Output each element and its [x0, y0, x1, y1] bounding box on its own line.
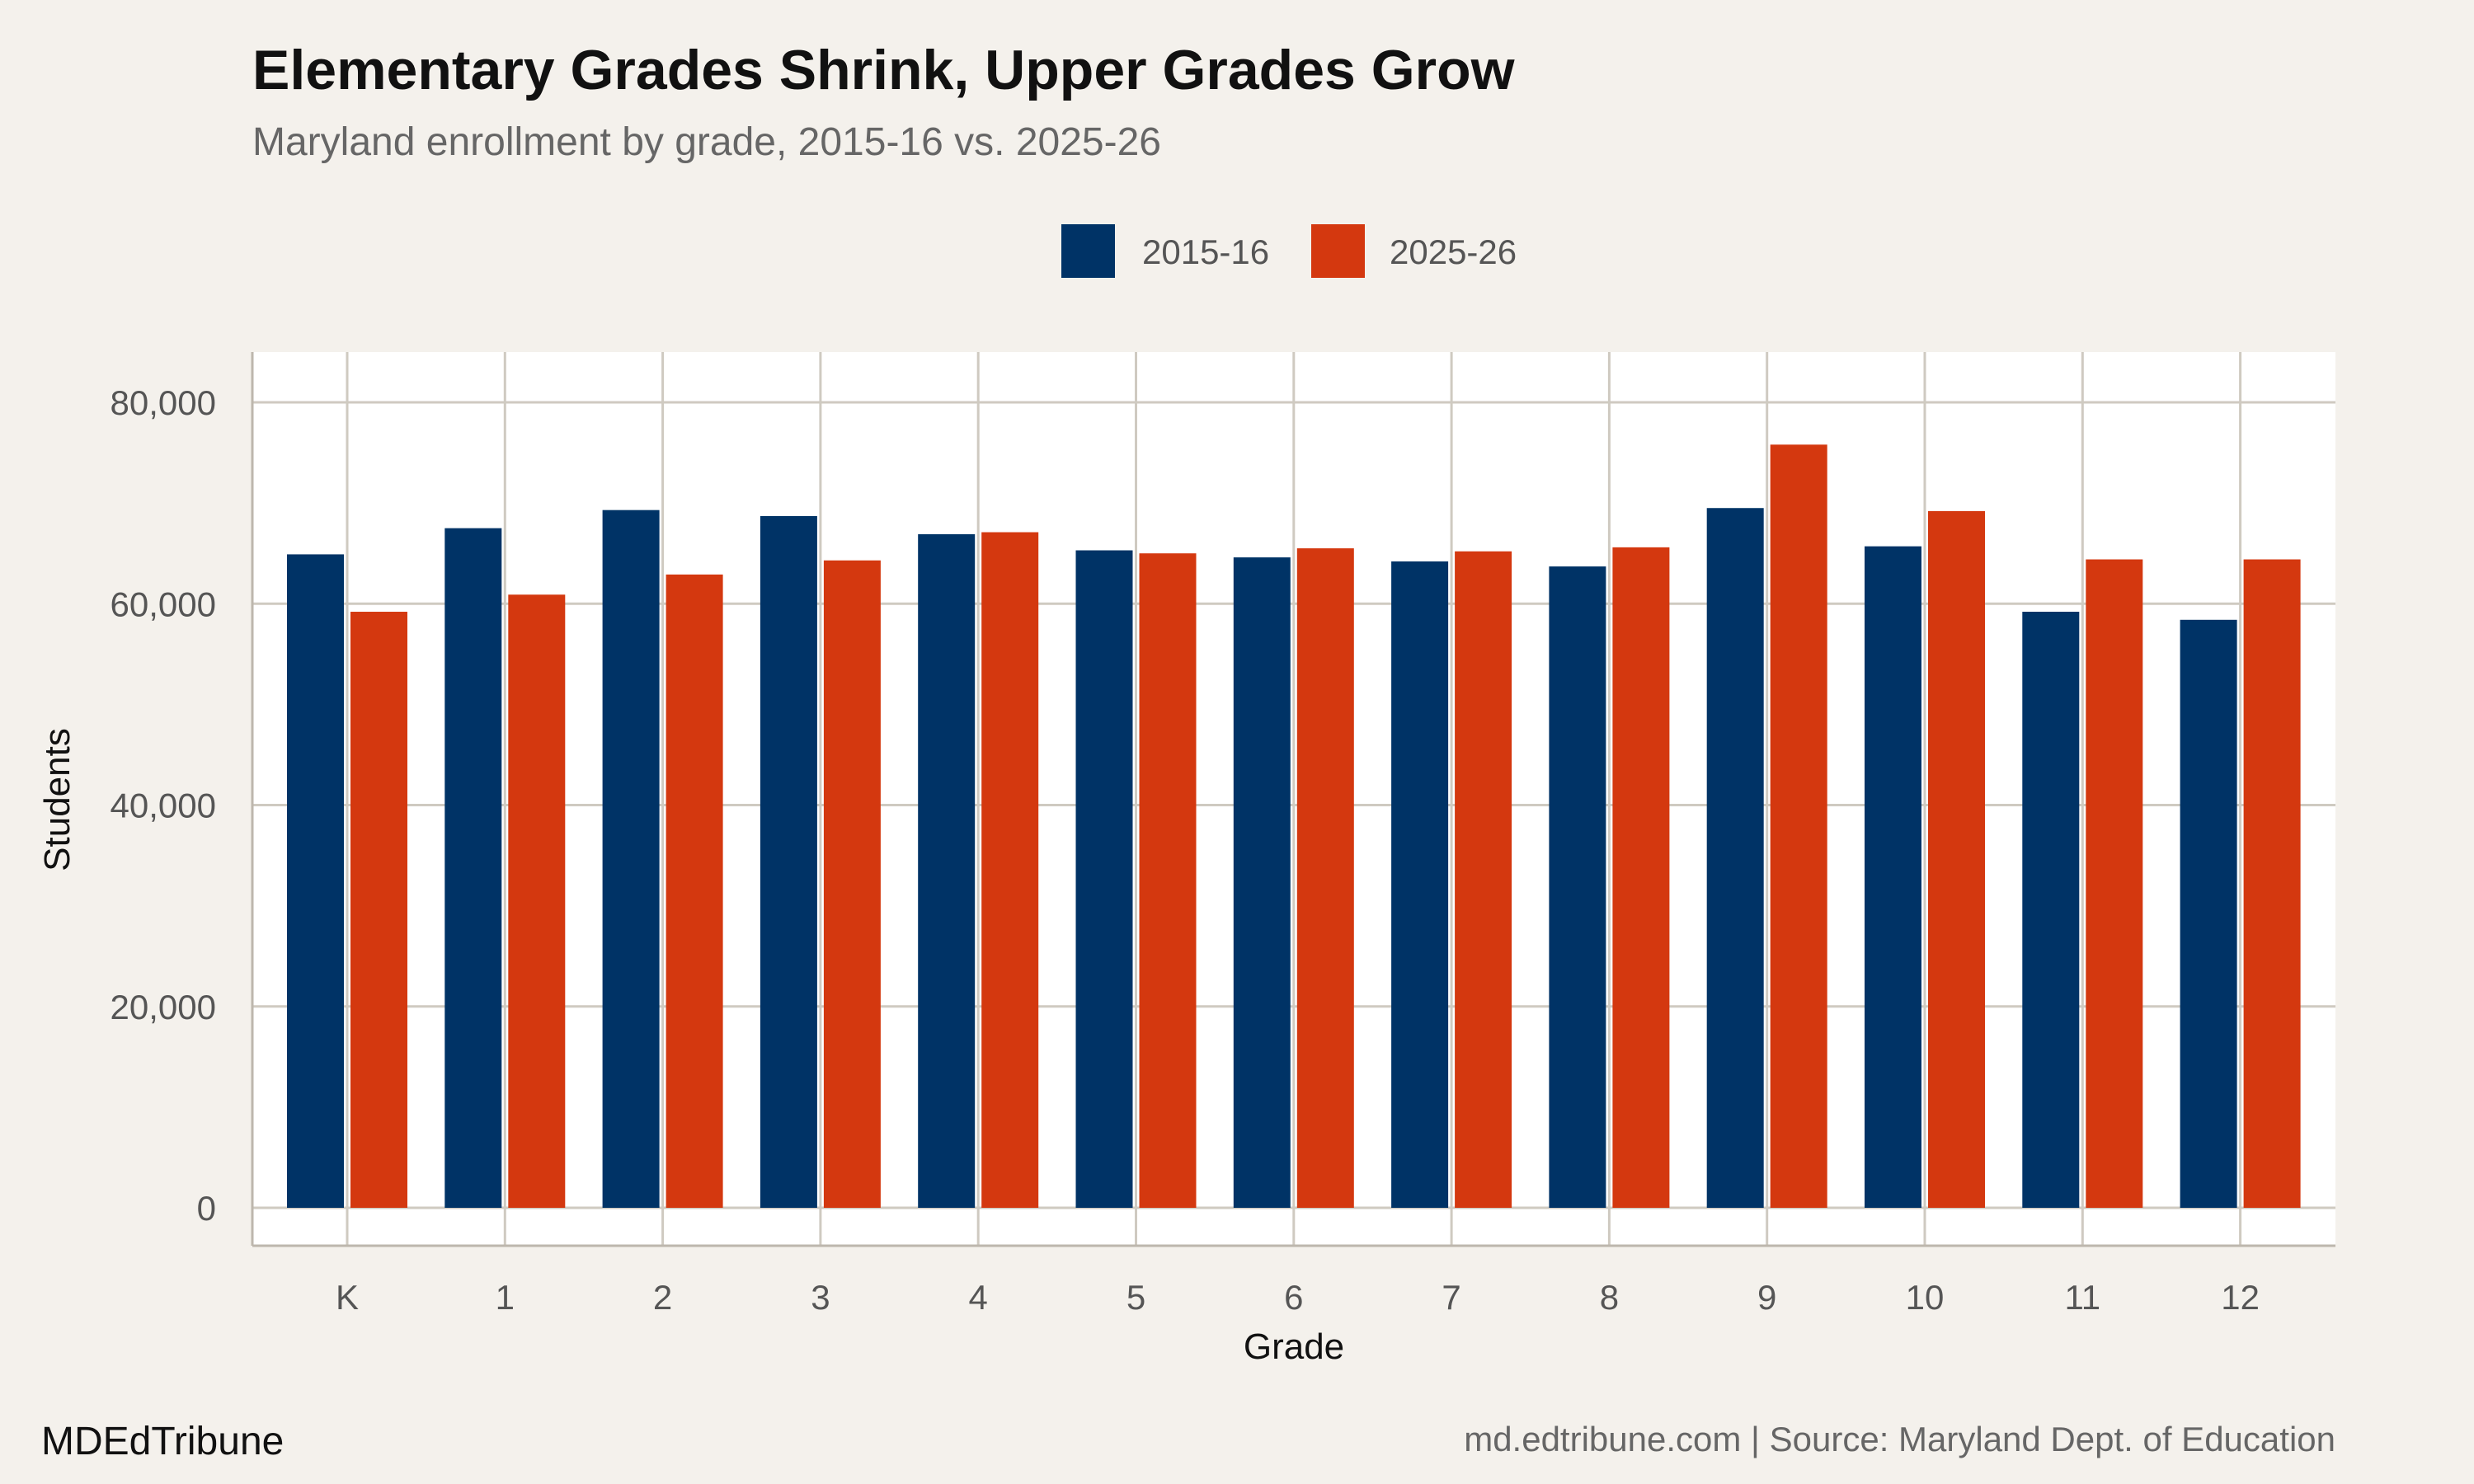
- footer-source: md.edtribune.com | Source: Maryland Dept…: [1464, 1420, 2335, 1458]
- bar-2015-16-grade-9: [1706, 508, 1764, 1208]
- x-tick-label: K: [336, 1278, 359, 1317]
- x-tick-label: 8: [1600, 1278, 1619, 1317]
- bar-2025-26-grade-1: [508, 594, 566, 1208]
- y-tick-label: 80,000: [111, 383, 216, 422]
- x-tick-label: 5: [1126, 1278, 1145, 1317]
- x-tick-label: 10: [1906, 1278, 1945, 1317]
- bar-2015-16-grade-8: [1549, 566, 1606, 1208]
- bar-2015-16-grade-2: [602, 510, 660, 1208]
- bar-2015-16-grade-4: [918, 533, 976, 1208]
- bar-2025-26-grade-11: [2086, 559, 2143, 1208]
- bar-2025-26-grade-9: [1770, 444, 1827, 1208]
- bar-2015-16-grade-12: [2180, 619, 2237, 1208]
- y-axis-label: Students: [37, 728, 78, 871]
- x-tick-label: 1: [496, 1278, 515, 1317]
- chart-title: Elementary Grades Shrink, Upper Grades G…: [252, 39, 1516, 101]
- bars: [287, 444, 2301, 1208]
- bar-2025-26-grade-8: [1612, 547, 1670, 1208]
- bar-2025-26-grade-7: [1455, 551, 1512, 1208]
- bar-2015-16-grade-11: [2022, 612, 2080, 1208]
- bar-2015-16-grade-K: [287, 554, 344, 1208]
- bar-2015-16-grade-1: [444, 528, 502, 1208]
- x-tick-label: 3: [811, 1278, 830, 1317]
- y-tick-label: 40,000: [111, 787, 216, 825]
- y-tick-label: 20,000: [111, 988, 216, 1026]
- bar-2015-16-grade-3: [760, 516, 817, 1208]
- chart-subtitle: Maryland enrollment by grade, 2015-16 vs…: [252, 120, 1161, 164]
- bar-2025-26-grade-6: [1296, 548, 1354, 1208]
- bar-2025-26-grade-K: [350, 612, 407, 1208]
- bar-2025-26-grade-4: [981, 532, 1039, 1208]
- legend-label-2015-16: 2015-16: [1142, 232, 1269, 271]
- gridlines: [252, 352, 2335, 1246]
- x-tick-label: 12: [2221, 1278, 2260, 1317]
- bar-2025-26-grade-12: [2243, 559, 2301, 1208]
- legend-swatch-2015-16: [1061, 224, 1115, 278]
- footer-brand: MDEdTribune: [41, 1420, 284, 1463]
- y-tick-label: 60,000: [111, 585, 216, 623]
- bar-2025-26-grade-10: [1928, 510, 1985, 1208]
- legend-label-2025-26: 2025-26: [1390, 232, 1517, 271]
- bar-2015-16-grade-7: [1391, 561, 1449, 1208]
- x-tick-label: 6: [1284, 1278, 1303, 1317]
- y-tick-label: 0: [197, 1189, 216, 1228]
- bar-2025-26-grade-2: [666, 574, 723, 1208]
- bar-2025-26-grade-3: [823, 560, 881, 1208]
- legend: 2015-16 2025-26: [1061, 224, 1517, 278]
- bar-2015-16-grade-5: [1075, 550, 1133, 1208]
- x-tick-labels: K 1 2 3 4 5 6 7 8 9 10 11 12: [336, 1278, 2260, 1317]
- x-tick-label: 7: [1442, 1278, 1460, 1317]
- x-tick-label: 9: [1757, 1278, 1776, 1317]
- bar-2025-26-grade-5: [1139, 553, 1197, 1208]
- x-axis-label: Grade: [1244, 1327, 1344, 1367]
- x-tick-label: 4: [969, 1278, 988, 1317]
- bar-2015-16-grade-10: [1865, 546, 1921, 1208]
- y-tick-labels: 0 20,000 40,000 60,000 80,000: [111, 383, 216, 1228]
- bar-2015-16-grade-6: [1233, 557, 1291, 1208]
- legend-swatch-2025-26: [1311, 224, 1365, 278]
- x-tick-label: 11: [2064, 1278, 2100, 1317]
- x-tick-label: 2: [653, 1278, 672, 1317]
